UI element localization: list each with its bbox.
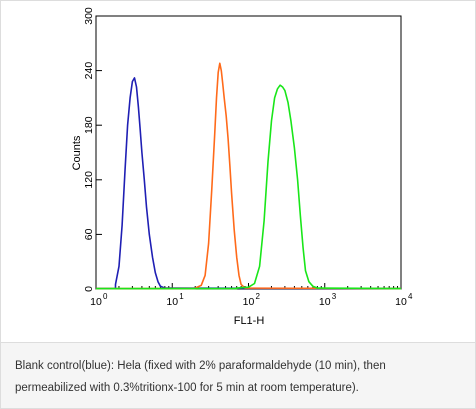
histogram-series-1 [96,77,402,290]
caption-line-1: Blank control(blue): Hela (fixed with 2%… [15,360,386,372]
plot-frame [95,15,402,290]
y-axis: 0 60 120 180 240 300 [83,7,102,292]
x-tick-exponent: 0 [103,292,108,301]
y-tick-label: 60 [83,228,95,240]
y-tick-label: 120 [83,171,95,189]
y-tick-label: 300 [83,7,95,25]
y-tick-label: 180 [83,116,95,134]
caption-box: Blank control(blue): Hela (fixed with 2%… [1,342,475,408]
y-axis-title: Counts [71,135,83,170]
x-tick-label: 10 [395,296,407,308]
histogram-series-2 [96,62,402,290]
x-tick-exponent: 4 [408,292,413,301]
x-tick-exponent: 3 [332,292,337,301]
x-tick-label: 10 [90,296,102,308]
x-axis-title: FL1-H [234,315,265,327]
x-tick-label: 10 [166,296,178,308]
series-group [96,62,402,290]
histogram-series-3 [96,84,402,290]
y-tick-label: 0 [83,286,95,292]
x-tick-label: 10 [243,296,255,308]
x-tick-exponent: 1 [179,292,184,301]
y-tick-label: 240 [83,62,95,80]
plot-area: 10 0 10 1 10 2 10 3 10 4 0 60 120 180 240 300 FL1-H Co… [1,1,475,341]
x-tick-exponent: 2 [256,292,261,301]
x-tick-label: 10 [319,296,331,308]
caption-line-2: permeabilized with 0.3%tritionx-100 for … [15,382,359,394]
